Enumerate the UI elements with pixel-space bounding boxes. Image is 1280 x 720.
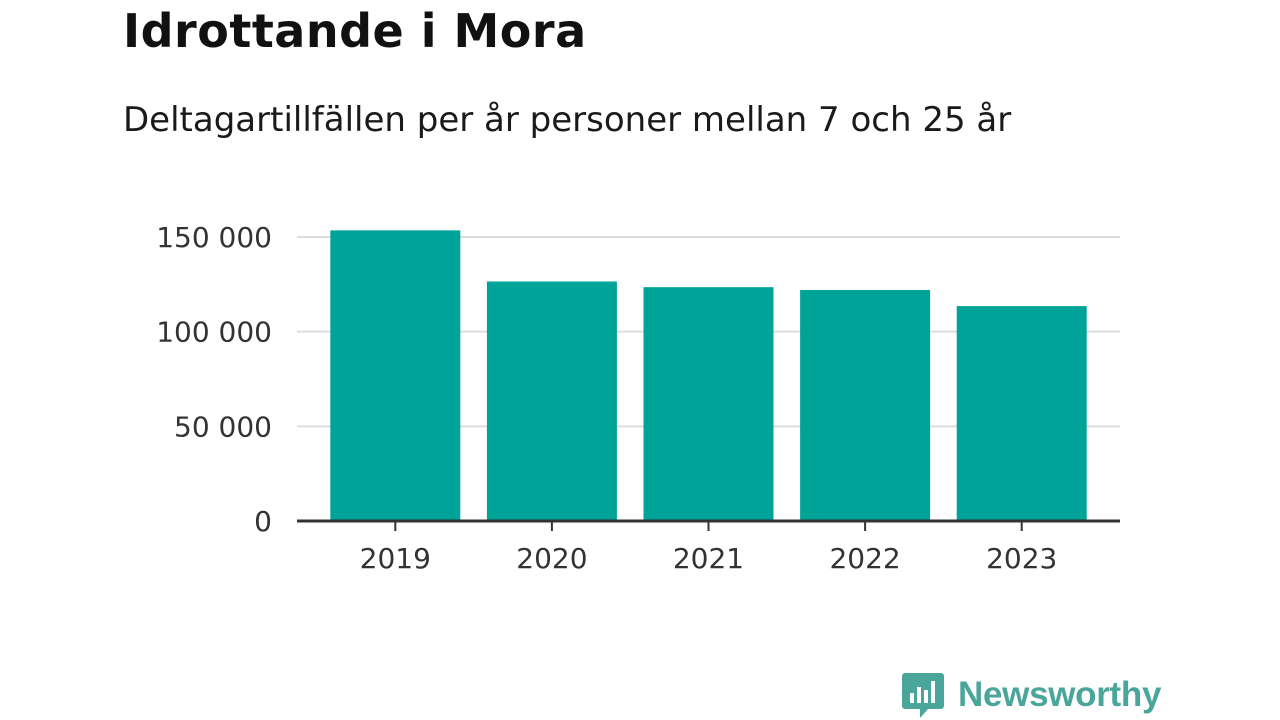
chart-title: Idrottande i Mora (123, 4, 587, 58)
brand-name: Newsworthy (958, 675, 1162, 714)
y-tick-labels: 0 50 000 100 000 150 000 (156, 221, 272, 538)
bar-2023 (956, 306, 1087, 521)
bar-2019 (330, 230, 461, 521)
bar-2021 (643, 287, 774, 521)
bar-chart-speech-bubble-icon (902, 673, 944, 718)
brand-logo: Newsworthy (902, 671, 1161, 719)
bar-2020 (486, 281, 617, 521)
x-tick-labels: 2019 2020 2021 2022 2023 (360, 542, 1058, 575)
x-tick-label: 2020 (516, 542, 587, 575)
chart-subtitle: Deltagartillfällen per år personer mella… (123, 100, 1012, 140)
x-tick-label: 2019 (360, 542, 431, 575)
x-tick-label: 2021 (673, 542, 744, 575)
x-tick-label: 2022 (829, 542, 900, 575)
bars (330, 230, 1087, 521)
y-tick-label: 100 000 (156, 316, 272, 349)
x-axis (297, 519, 1120, 531)
y-tick-label: 0 (254, 505, 272, 538)
y-tick-label: 50 000 (174, 410, 272, 443)
x-tick-label: 2023 (986, 542, 1057, 575)
bar-2022 (800, 290, 931, 521)
y-tick-label: 150 000 (156, 221, 272, 254)
